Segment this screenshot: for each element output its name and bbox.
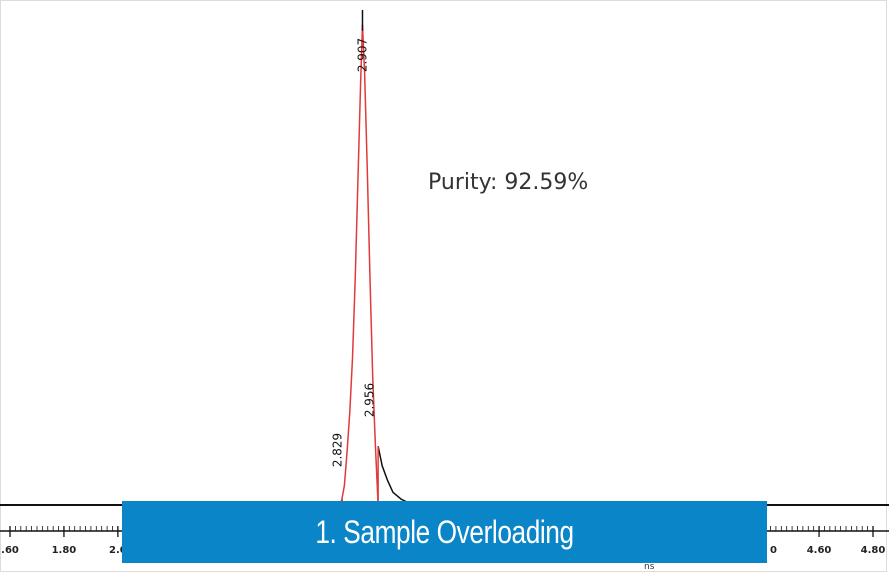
x-tick-label: 4.80 xyxy=(861,545,886,556)
caption-text: 1. Sample Overloading xyxy=(315,513,574,550)
peak-labels: 2.907 2.829 2.956 xyxy=(330,38,376,467)
tail-series-line xyxy=(377,446,421,506)
purity-annotation: Purity: 92.59% xyxy=(428,170,589,195)
x-tick-label: 4.60 xyxy=(807,545,832,556)
peak-label: 2.829 xyxy=(330,433,344,467)
x-tick-label: 1.80 xyxy=(52,545,77,556)
peak-label: 2.907 xyxy=(355,38,369,72)
x-tick-label: .60 xyxy=(1,545,19,556)
caption-banner: 1. Sample Overloading xyxy=(122,501,767,563)
peak-series-line xyxy=(338,24,379,506)
peak-label: 2.956 xyxy=(363,383,377,417)
x-tick-label-partial: 0 xyxy=(770,545,777,556)
axis-lower-label: ns xyxy=(644,562,655,572)
x-axis-tick-labels: .60 1.80 2.0 4.60 4.80 0 xyxy=(1,545,885,556)
x-tick-label: 2.0 xyxy=(109,545,127,556)
